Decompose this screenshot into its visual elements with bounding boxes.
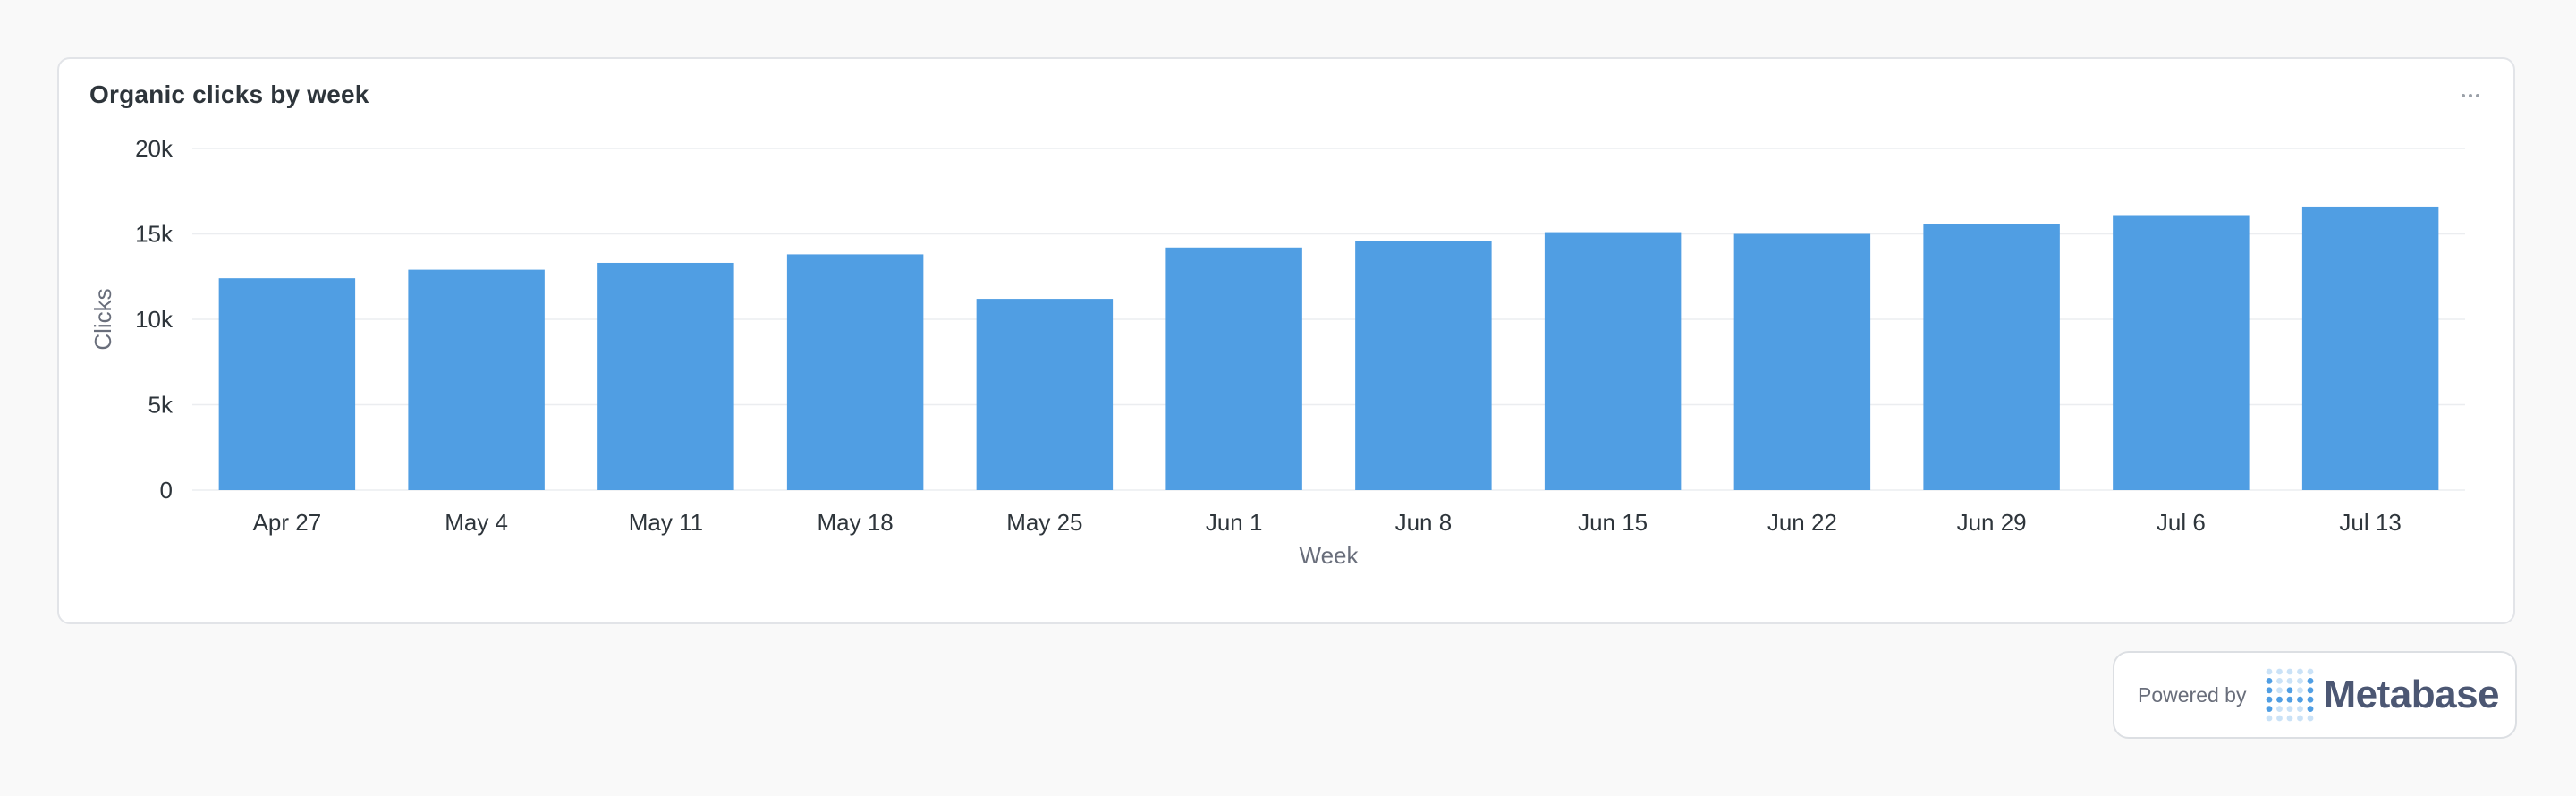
x-tick-label: May 4 — [445, 509, 508, 536]
chart-card: Organic clicks by week 0 5k 10k 15k 20k Apr … — [57, 57, 2515, 624]
bars — [218, 206, 2439, 491]
logo-dot — [2267, 687, 2273, 694]
logo-dot — [2308, 687, 2314, 694]
y-tick-label: 15k — [135, 221, 174, 248]
metabase-wordmark: Metabase — [2323, 673, 2500, 716]
logo-dot — [2276, 678, 2284, 684]
logo-dot — [2276, 687, 2284, 694]
dot — [2476, 94, 2479, 97]
logo-dot — [2308, 706, 2314, 712]
x-axis-title: Week — [1300, 542, 1360, 569]
x-tick-label: Jun 15 — [1578, 509, 1648, 536]
y-tick-label: 0 — [160, 477, 173, 504]
x-tick-label: Jul 13 — [2339, 509, 2401, 536]
x-tick-label: Apr 27 — [253, 509, 322, 536]
logo-dot — [2267, 715, 2273, 722]
bar[interactable] — [1733, 233, 1871, 491]
x-tick-label: Jun 29 — [1957, 509, 2027, 536]
bar[interactable] — [218, 278, 356, 490]
logo-dot — [2297, 687, 2304, 694]
bar[interactable] — [1923, 224, 2060, 491]
logo-dot — [2287, 668, 2293, 675]
logo-dot — [2308, 668, 2314, 675]
bar[interactable] — [408, 269, 545, 490]
logo-dot — [2297, 678, 2304, 684]
logo-dot — [2297, 668, 2304, 675]
bar[interactable] — [976, 299, 1114, 490]
logo-dot — [2267, 668, 2273, 675]
logo-dot — [2308, 696, 2314, 703]
logo-dot — [2267, 678, 2273, 684]
ellipsis-icon[interactable] — [2453, 82, 2488, 109]
y-tick-label: 5k — [148, 392, 174, 419]
logo-dot — [2276, 668, 2284, 675]
bar[interactable] — [1544, 232, 1682, 490]
x-tick-label: May 11 — [629, 509, 703, 536]
bar[interactable] — [2301, 206, 2439, 490]
metabase-logo-icon — [2267, 668, 2314, 722]
logo-dot — [2276, 715, 2284, 722]
x-tick-label: Jun 22 — [1767, 509, 1837, 536]
x-tick-label: Jul 6 — [2157, 509, 2206, 536]
logo-dot — [2297, 706, 2304, 712]
y-tick-label: 20k — [135, 135, 174, 162]
logo-dot — [2297, 696, 2304, 703]
y-tick-labels: 0 5k 10k 15k 20k — [135, 135, 174, 504]
logo-dot — [2308, 678, 2314, 684]
bar[interactable] — [597, 262, 734, 490]
x-tick-label: May 25 — [1006, 509, 1082, 536]
logo-dot — [2308, 715, 2314, 722]
powered-by-label: Powered by — [2138, 682, 2247, 707]
powered-by-badge[interactable]: Powered by Metabase — [2113, 651, 2517, 739]
logo-dot — [2287, 715, 2293, 722]
logo-dot — [2297, 715, 2304, 722]
bar[interactable] — [1355, 241, 1492, 490]
bar[interactable] — [786, 254, 924, 490]
y-axis-title: Clicks — [89, 288, 116, 350]
logo-dot — [2267, 706, 2273, 712]
x-tick-label: Jun 8 — [1395, 509, 1453, 536]
x-tick-label: May 18 — [817, 509, 893, 536]
x-tick-label: Jun 1 — [1206, 509, 1263, 536]
dot — [2462, 94, 2465, 97]
logo-dot — [2267, 696, 2273, 703]
logo-dot — [2287, 696, 2293, 703]
bar[interactable] — [2113, 215, 2250, 491]
logo-dot — [2276, 706, 2284, 712]
logo-dot — [2276, 696, 2284, 703]
x-tick-labels: Apr 27 May 4 May 11 May 18 May 25 Jun 1 Jun 8 J… — [253, 509, 2402, 536]
logo-dot — [2287, 678, 2293, 684]
card-title: Organic clicks by week — [89, 80, 369, 108]
dot — [2469, 94, 2472, 97]
logo-dot — [2287, 687, 2293, 694]
logo-dot — [2287, 706, 2293, 712]
y-tick-label: 10k — [135, 306, 174, 333]
bar-chart: 0 5k 10k 15k 20k Apr 27 May 4 May 11 May 18 May … — [89, 135, 2465, 569]
gridlines — [192, 148, 2465, 491]
bar[interactable] — [1165, 247, 1302, 490]
